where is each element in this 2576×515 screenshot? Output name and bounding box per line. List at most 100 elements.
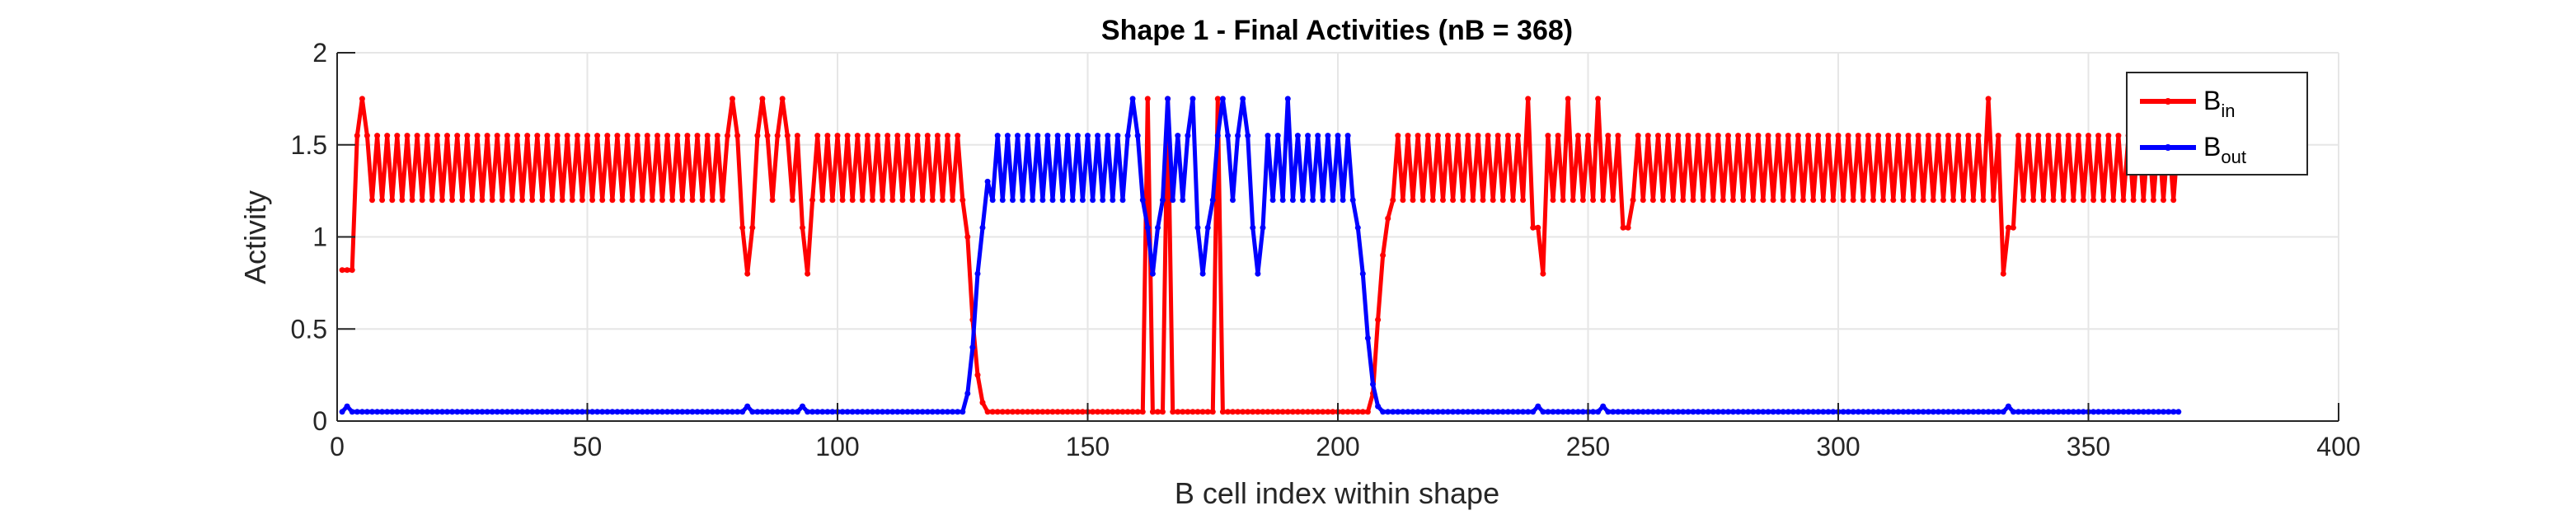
data-point-b-in [2025,133,2032,139]
data-point-b-in [1025,409,1031,415]
data-point-b-out [1965,409,1972,415]
data-point-b-out [870,409,875,415]
legend-label-b-in: Bin [2203,86,2235,121]
data-point-b-out [1199,270,1206,277]
data-point-b-in [509,197,515,204]
data-point-b-in [409,197,415,204]
data-point-b-in [1170,409,1176,415]
data-point-b-in [2086,133,2091,139]
data-point-b-out [364,409,370,415]
data-point-b-out [1540,409,1546,415]
data-point-b-in [1620,224,1626,231]
data-point-b-out [1139,197,1146,204]
data-point-b-out [2045,409,2052,415]
data-point-b-out [655,409,660,415]
data-point-b-out [2020,409,2027,415]
data-point-b-in [2045,133,2052,139]
data-point-b-out [1515,409,1521,415]
legend: Bin Bout [2126,72,2308,176]
y-tick-label: 0 [312,406,327,436]
data-point-b-out [1074,133,1081,139]
data-point-b-in [2105,133,2112,139]
data-point-b-out [1860,409,1866,415]
data-point-b-out [2035,409,2042,415]
data-point-b-out [494,409,500,415]
data-point-b-out [1230,197,1236,204]
data-point-b-out [1550,409,1556,415]
data-point-b-in [1545,133,1551,139]
data-point-b-out [1730,409,1736,415]
data-point-b-in [2150,197,2156,204]
data-point-b-out [1499,409,1506,415]
data-point-b-in [1690,197,1696,204]
data-point-b-out [945,409,950,415]
data-point-b-in [734,133,741,139]
data-point-b-in [1300,409,1306,415]
data-point-b-out [844,409,851,415]
data-point-b-out [554,409,561,415]
data-point-b-in [844,133,851,139]
data-point-b-in [1605,133,1612,139]
data-point-b-out [694,409,701,415]
data-point-b-out [1935,409,1941,415]
data-point-b-in [1574,133,1581,139]
data-point-b-in [1965,133,1972,139]
data-point-b-in [1745,133,1752,139]
data-point-b-in [604,133,611,139]
data-point-b-out [1240,96,1246,102]
data-point-b-in [1475,133,1481,139]
data-point-b-out [2100,409,2107,415]
data-point-b-out [814,409,821,415]
data-point-b-in [679,197,686,204]
data-point-b-in [1405,133,1411,139]
data-point-b-out [1920,409,1926,415]
data-point-b-in [889,197,896,204]
data-point-b-out [1170,197,1176,204]
data-point-b-out [344,403,350,410]
data-point-b-out [2095,409,2102,415]
data-point-b-out [1305,133,1311,139]
data-point-b-in [854,133,861,139]
data-point-b-in [1855,133,1861,139]
data-point-b-in [669,197,676,204]
x-tick-label: 50 [573,432,603,461]
data-point-b-out [725,409,730,415]
data-point-b-out [1649,409,1656,415]
data-point-b-in [1635,133,1641,139]
data-point-b-in [584,133,590,139]
data-point-b-in [1095,409,1101,415]
data-point-b-in [1785,133,1791,139]
data-point-b-out [464,409,471,415]
data-point-b-in [1395,133,1401,139]
data-point-b-in [2080,197,2086,204]
data-point-b-in [1705,133,1711,139]
data-point-b-in [1225,409,1231,415]
data-point-b-out [389,409,396,415]
x-tick-label: 400 [2316,432,2360,461]
data-point-b-out [1660,409,1666,415]
data-point-b-in [730,96,735,102]
data-point-b-out [1445,409,1451,415]
x-tick-label: 300 [1816,432,1860,461]
data-point-b-in [1795,133,1801,139]
data-point-b-in [1289,409,1296,415]
data-point-b-out [499,409,505,415]
data-point-b-out [1620,409,1626,415]
data-point-b-in [444,133,450,139]
data-point-b-in [894,133,901,139]
data-point-b-out [1705,409,1711,415]
data-point-b-out [1390,409,1396,415]
data-point-b-in [1429,197,1436,204]
data-point-b-in [1895,133,1902,139]
data-point-b-in [1204,409,1211,415]
x-tick-label: 200 [1316,432,1359,461]
data-point-b-out [1385,409,1391,415]
data-point-b-in [1144,96,1151,102]
y-tick-label: 1 [312,222,327,252]
data-point-b-out [1755,409,1762,415]
data-point-b-in [1625,224,1631,231]
data-point-b-in [2040,197,2047,204]
data-point-b-out [880,409,886,415]
